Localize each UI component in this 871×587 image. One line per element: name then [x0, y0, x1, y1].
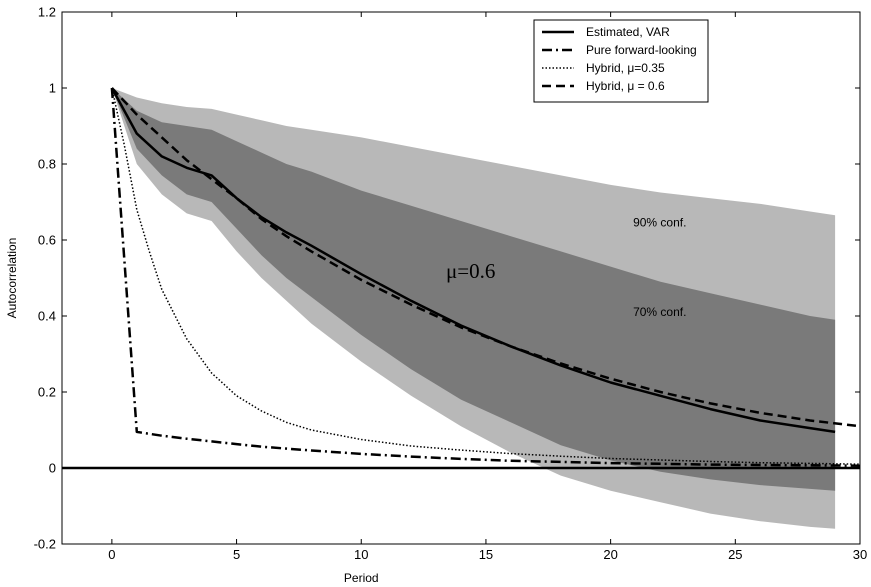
legend-box	[533, 19, 709, 103]
axis-ticks: 0 5 10 15 20 25 30 -0.2 0 0.2 0.4 0.6 0.8 1 1.2	[34, 5, 868, 563]
annotation-2: μ=0.6	[446, 259, 495, 283]
legend-label-1: Pure forward-looking	[586, 43, 697, 57]
y-tick-label: -0.2	[34, 537, 56, 552]
annotation-0: 90% conf.	[633, 216, 686, 230]
legend: Estimated, VAR Pure forward-looking Hybrid…	[533, 19, 709, 103]
x-tick-label: 0	[108, 547, 115, 562]
x-axis-label: Period	[344, 571, 379, 585]
plot-frame	[61, 11, 861, 545]
y-axis-label: Autocorrelation	[5, 238, 19, 319]
legend-label-2: Hybrid, μ=0.35	[586, 61, 665, 75]
series-line-0	[110, 87, 836, 434]
y-tick-label: 0.8	[38, 157, 56, 172]
y-tick-label: 1	[49, 81, 56, 96]
x-tick-label: 20	[603, 547, 617, 562]
legend-label-0: Estimated, VAR	[586, 25, 670, 39]
x-tick-label: 5	[233, 547, 240, 562]
series-line-1	[110, 87, 861, 467]
legend-label-3: Hybrid, μ = 0.6	[586, 79, 665, 93]
x-tick-label: 25	[728, 547, 742, 562]
x-tick-label: 30	[853, 547, 867, 562]
annotation-1: 70% conf.	[633, 305, 686, 319]
x-tick-label: 10	[354, 547, 368, 562]
y-tick-label: 0	[49, 461, 56, 476]
annotations: 90% conf. 70% conf. μ=0.6	[446, 216, 686, 319]
confidence-bands	[111, 88, 836, 529]
y-tick-label: 0.2	[38, 385, 56, 400]
series-lines	[110, 87, 861, 467]
y-tick-label: 1.2	[38, 5, 56, 20]
x-tick-label: 15	[479, 547, 493, 562]
series-line-3	[110, 87, 861, 428]
y-tick-label: 0.6	[38, 233, 56, 248]
y-tick-label: 0.4	[38, 309, 56, 324]
